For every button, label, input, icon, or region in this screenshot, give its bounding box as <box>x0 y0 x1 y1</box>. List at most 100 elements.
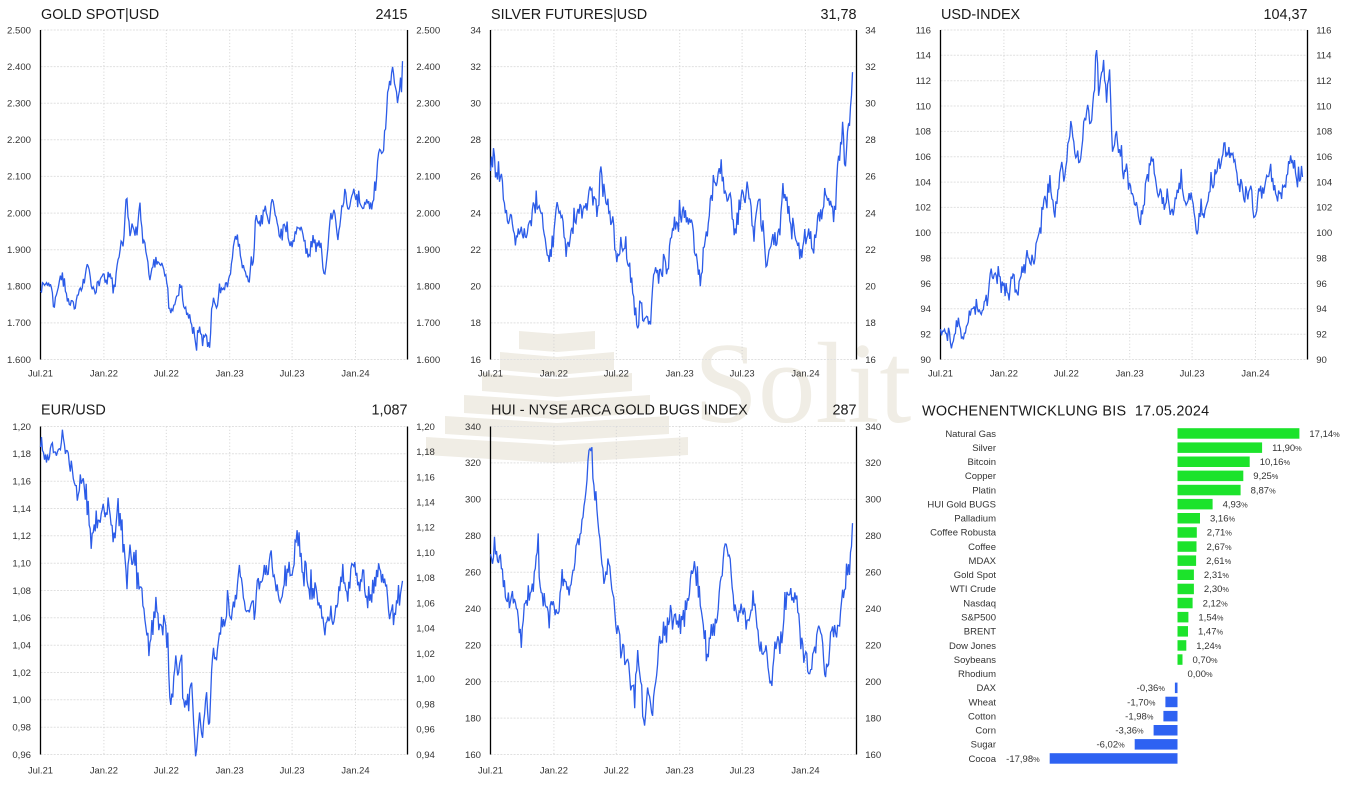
svg-text:1.900: 1.900 <box>416 245 440 256</box>
svg-text:2.400: 2.400 <box>7 62 31 73</box>
svg-text:SILVER FUTURES|USD: SILVER FUTURES|USD <box>491 7 647 23</box>
svg-text:260: 260 <box>465 568 481 579</box>
svg-text:98: 98 <box>920 253 931 264</box>
svg-text:32: 32 <box>865 62 876 73</box>
svg-text:180: 180 <box>465 713 481 724</box>
svg-text:1,06: 1,06 <box>12 613 31 624</box>
svg-text:Jul.22: Jul.22 <box>154 765 179 776</box>
svg-text:Cotton: Cotton <box>968 711 996 722</box>
svg-text:114: 114 <box>1316 51 1332 62</box>
svg-text:Jan.24: Jan.24 <box>791 765 819 776</box>
svg-text:102: 102 <box>915 203 931 214</box>
svg-text:16: 16 <box>865 355 876 366</box>
svg-text:108: 108 <box>915 127 931 138</box>
svg-text:-1,98%: -1,98% <box>1125 711 1154 722</box>
svg-text:0,96: 0,96 <box>416 725 435 736</box>
svg-text:Jan.22: Jan.22 <box>990 368 1018 379</box>
svg-text:HUI - NYSE ARCA GOLD BUGS INDE: HUI - NYSE ARCA GOLD BUGS INDEX <box>491 403 748 419</box>
svg-text:200: 200 <box>865 677 881 688</box>
svg-text:Jul.23: Jul.23 <box>730 368 755 379</box>
svg-text:100: 100 <box>1316 228 1332 239</box>
svg-text:1,06: 1,06 <box>416 598 435 609</box>
svg-text:9,25%: 9,25% <box>1253 471 1279 482</box>
svg-text:96: 96 <box>920 279 931 290</box>
svg-text:112: 112 <box>916 76 931 87</box>
svg-text:92: 92 <box>920 330 931 341</box>
svg-text:220: 220 <box>465 641 481 652</box>
svg-text:1,10: 1,10 <box>416 548 435 559</box>
svg-text:2.100: 2.100 <box>416 172 440 183</box>
svg-text:-17,98%: -17,98% <box>1006 754 1040 765</box>
svg-text:-6,02%: -6,02% <box>1096 740 1125 751</box>
svg-text:Platin: Platin <box>972 485 996 496</box>
svg-text:98: 98 <box>1316 253 1327 264</box>
svg-text:S&P500: S&P500 <box>961 613 996 624</box>
svg-text:2.100: 2.100 <box>7 172 31 183</box>
svg-text:10,16%: 10,16% <box>1260 457 1291 468</box>
svg-text:1,16: 1,16 <box>416 472 435 483</box>
svg-text:260: 260 <box>865 568 881 579</box>
svg-text:HUI Gold BUGS: HUI Gold BUGS <box>927 499 996 510</box>
svg-text:Jul.23: Jul.23 <box>1180 368 1205 379</box>
svg-text:11,90%: 11,90% <box>1272 443 1302 454</box>
svg-text:2.200: 2.200 <box>416 135 440 146</box>
svg-text:Natural Gas: Natural Gas <box>945 429 996 440</box>
svg-text:320: 320 <box>865 458 881 469</box>
svg-text:Cocoa: Cocoa <box>969 754 997 765</box>
svg-text:280: 280 <box>865 531 881 542</box>
svg-text:Jan.23: Jan.23 <box>666 368 694 379</box>
svg-text:1.700: 1.700 <box>416 318 440 329</box>
svg-text:Gold Spot: Gold Spot <box>954 570 997 581</box>
svg-text:1,14: 1,14 <box>12 504 31 515</box>
svg-text:Jan.22: Jan.22 <box>90 368 118 379</box>
svg-text:3,16%: 3,16% <box>1210 514 1236 525</box>
svg-text:31,78: 31,78 <box>820 7 856 23</box>
svg-text:17,14%: 17,14% <box>1309 429 1340 440</box>
svg-text:1,08: 1,08 <box>416 573 435 584</box>
svg-text:Rhodium: Rhodium <box>958 669 996 680</box>
svg-text:100: 100 <box>915 228 931 239</box>
svg-text:90: 90 <box>1316 355 1327 366</box>
svg-text:0,70%: 0,70% <box>1193 655 1219 666</box>
svg-text:USD-INDEX: USD-INDEX <box>941 7 1021 23</box>
svg-text:Dow Jones: Dow Jones <box>949 641 996 652</box>
svg-text:1,18: 1,18 <box>12 449 31 460</box>
svg-text:26: 26 <box>865 172 876 183</box>
svg-text:287: 287 <box>832 403 856 419</box>
svg-text:180: 180 <box>865 713 881 724</box>
svg-text:108: 108 <box>1316 127 1332 138</box>
svg-text:Jul.22: Jul.22 <box>604 765 629 776</box>
svg-text:Jul.22: Jul.22 <box>154 368 179 379</box>
svg-text:1,20: 1,20 <box>416 422 435 433</box>
svg-text:Copper: Copper <box>965 471 996 482</box>
svg-text:1,12: 1,12 <box>416 523 435 534</box>
svg-text:22: 22 <box>470 245 481 256</box>
svg-text:2.000: 2.000 <box>7 208 31 219</box>
svg-text:18: 18 <box>865 318 876 329</box>
svg-text:GOLD SPOT|USD: GOLD SPOT|USD <box>41 7 159 23</box>
svg-text:20: 20 <box>470 282 481 293</box>
svg-text:94: 94 <box>920 304 931 315</box>
svg-text:2.500: 2.500 <box>416 25 440 36</box>
svg-text:Jan.24: Jan.24 <box>791 368 819 379</box>
svg-text:104: 104 <box>915 177 932 188</box>
svg-text:1.800: 1.800 <box>416 282 440 293</box>
svg-text:30: 30 <box>470 99 481 110</box>
svg-text:Nasdaq: Nasdaq <box>963 598 996 609</box>
svg-text:1,54%: 1,54% <box>1198 613 1224 624</box>
svg-text:24: 24 <box>470 208 481 219</box>
svg-text:104: 104 <box>1316 177 1333 188</box>
svg-text:16: 16 <box>470 355 481 366</box>
svg-text:0,00%: 0,00% <box>1188 669 1214 680</box>
svg-text:Coffee: Coffee <box>968 542 996 553</box>
svg-text:1,08: 1,08 <box>12 586 31 597</box>
svg-text:Jan.23: Jan.23 <box>666 765 694 776</box>
svg-text:34: 34 <box>865 25 876 36</box>
svg-text:106: 106 <box>915 152 931 163</box>
svg-text:340: 340 <box>465 422 481 433</box>
svg-text:112: 112 <box>1316 76 1331 87</box>
svg-text:1,087: 1,087 <box>371 403 407 419</box>
svg-text:Jul.21: Jul.21 <box>28 368 53 379</box>
svg-text:160: 160 <box>865 750 881 761</box>
svg-text:Jan.24: Jan.24 <box>1241 368 1269 379</box>
